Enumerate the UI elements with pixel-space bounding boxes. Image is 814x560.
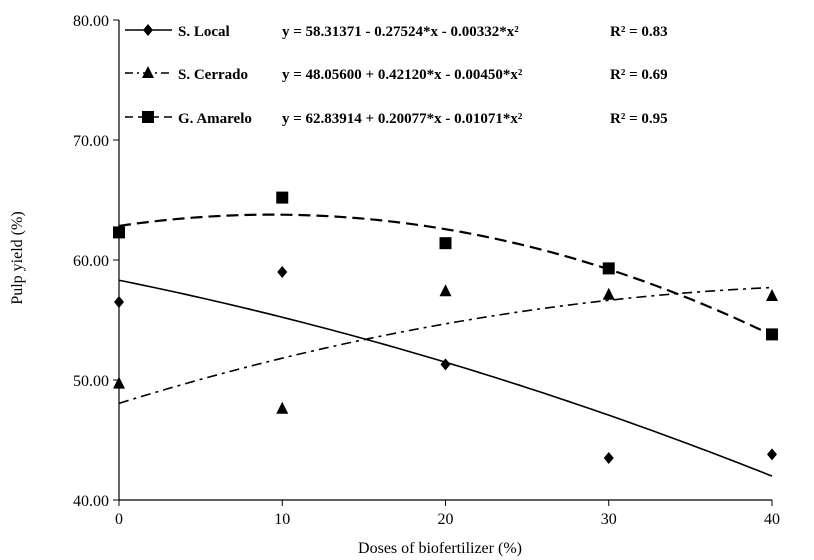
y-tick-label: 60.00	[73, 253, 109, 270]
legend-marker	[142, 111, 154, 123]
data-point	[277, 266, 288, 278]
data-point	[276, 191, 289, 204]
data-point	[114, 296, 124, 308]
x-tick-label: 10	[274, 511, 290, 528]
fit-curve	[118, 213, 773, 337]
legend-equation: y = 48.05600 + 0.42120*x - 0.00450*x²	[282, 67, 523, 83]
data-point	[439, 284, 452, 297]
data-point	[439, 237, 452, 250]
axes: 40.00 50.00 60.00 70.00 80.00 0 10 20 30 40	[73, 13, 780, 528]
data-point	[766, 289, 778, 301]
legend-r2: R² = 0.69	[610, 67, 668, 83]
y-tick-label: 50.00	[73, 373, 109, 390]
fit-curves	[118, 213, 773, 477]
x-tick-label: 40	[764, 511, 780, 528]
y-tick-label: 80.00	[73, 13, 109, 30]
data-point	[602, 262, 615, 275]
legend-equation: y = 58.31371 - 0.27524*x - 0.00332*x²	[282, 24, 519, 40]
fit-curve	[118, 279, 773, 477]
legend-marker	[143, 24, 153, 36]
legend-name: S. Cerrado	[178, 67, 248, 83]
legend: S. Local y = 58.31371 - 0.27524*x - 0.003…	[125, 24, 668, 127]
y-tick-label: 70.00	[73, 133, 109, 150]
data-point	[602, 287, 615, 300]
legend-equation: y = 62.83914 + 0.20077*x - 0.01071*x²	[282, 111, 523, 127]
y-axis-title: Pulp yield (%)	[9, 211, 26, 304]
legend-r2: R² = 0.95	[610, 111, 668, 127]
data-point	[603, 452, 614, 464]
data-point	[113, 376, 125, 389]
x-tick-label: 0	[115, 511, 123, 528]
legend-name: S. Local	[178, 24, 230, 40]
legend-name: G. Amarelo	[178, 111, 252, 127]
legend-r2: R² = 0.83	[610, 24, 668, 40]
data-point	[767, 448, 777, 461]
data-point	[113, 226, 125, 239]
y-tick-label: 40.00	[73, 493, 109, 510]
legend-marker	[142, 66, 154, 78]
data-point	[766, 328, 778, 341]
x-axis-title: Doses of biofertilizer (%)	[358, 540, 522, 557]
data-point	[276, 401, 289, 414]
data-point	[440, 358, 451, 371]
fit-curve	[118, 286, 773, 405]
data-points	[113, 191, 778, 464]
x-tick-label: 20	[438, 511, 454, 528]
x-tick-label: 30	[601, 511, 617, 528]
